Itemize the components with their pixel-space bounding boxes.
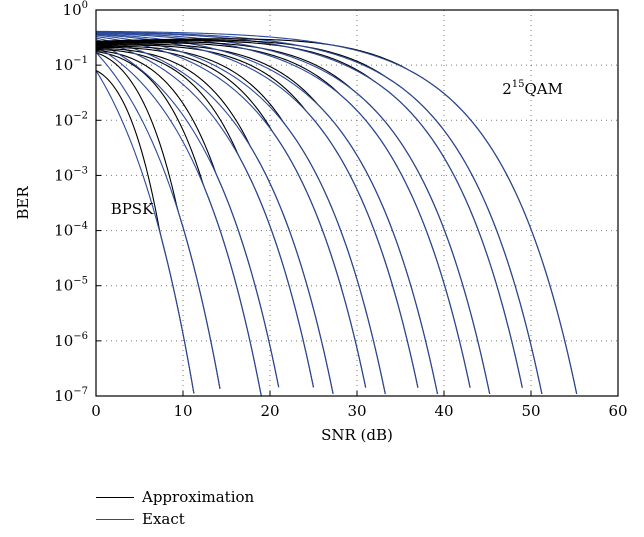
- curve-exact-13: [95, 31, 523, 388]
- annotation-bpsk: BPSK: [111, 200, 154, 218]
- y-tick-label: 10−1: [54, 55, 88, 74]
- annotation-qam-rest: QAM: [524, 80, 563, 98]
- legend-label-approximation: Approximation: [142, 488, 255, 506]
- legend: Approximation Exact: [96, 486, 254, 530]
- curve-approximation-10: [95, 43, 439, 395]
- x-tick-label: 60: [608, 402, 627, 420]
- curve-approximation-12: [95, 41, 491, 395]
- legend-item-exact: Exact: [96, 508, 254, 530]
- annotation-qam-exp: 15: [512, 79, 525, 90]
- y-tick-label: 10−4: [54, 221, 88, 240]
- ber-chart: 0 10 20 30 40 50 60 100 10−1 10−2 10−3 10−4 10−5 10−6…: [14, 0, 628, 444]
- x-tick-label: 20: [260, 402, 279, 420]
- legend-label-exact: Exact: [142, 510, 185, 528]
- curve-exact-12: [95, 32, 491, 395]
- x-tick-label: 50: [521, 402, 540, 420]
- y-tick-label: 10−6: [54, 331, 88, 350]
- curve-approximation-5: [95, 48, 315, 388]
- curve-exact-4: [95, 41, 280, 388]
- x-axis-label: SNR (dB): [321, 426, 393, 444]
- curve-approximation-8: [95, 45, 386, 394]
- curve-exact-11: [95, 32, 471, 388]
- curve-approximation-14: [95, 39, 543, 395]
- curves-group: [95, 30, 578, 397]
- annotation-qam: 215QAM: [502, 79, 563, 98]
- y-tick-label: 10−5: [54, 276, 88, 295]
- legend-swatch-exact: [96, 518, 134, 520]
- curve-exact-5: [95, 39, 315, 388]
- curve-exact-6: [95, 37, 334, 394]
- curve-exact-2: [95, 52, 221, 389]
- y-axis-label: BER: [14, 186, 32, 220]
- y-tick-label: 100: [63, 0, 88, 19]
- curve-exact-3: [95, 45, 262, 397]
- y-tick-label: 10−2: [54, 110, 88, 129]
- tick-labels: 0 10 20 30 40 50 60 100 10−1 10−2 10−3 10−4 10−5 10−6…: [54, 0, 627, 420]
- curve-approximation-1: [95, 70, 195, 394]
- y-tick-label: 10−3: [54, 165, 88, 184]
- x-tick-label: 40: [434, 402, 453, 420]
- annotation-qam-base: 2: [502, 80, 512, 98]
- x-tick-label: 0: [91, 402, 101, 420]
- x-tick-label: 30: [347, 402, 366, 420]
- curve-exact-14: [95, 31, 543, 395]
- legend-swatch-approximation: [96, 496, 134, 498]
- y-tick-label: 10−7: [54, 386, 88, 405]
- curve-exact-1: [95, 70, 195, 394]
- legend-item-approximation: Approximation: [96, 486, 254, 508]
- curve-exact-15: [95, 30, 578, 395]
- x-tick-label: 10: [173, 402, 192, 420]
- curve-exact-10: [95, 33, 439, 395]
